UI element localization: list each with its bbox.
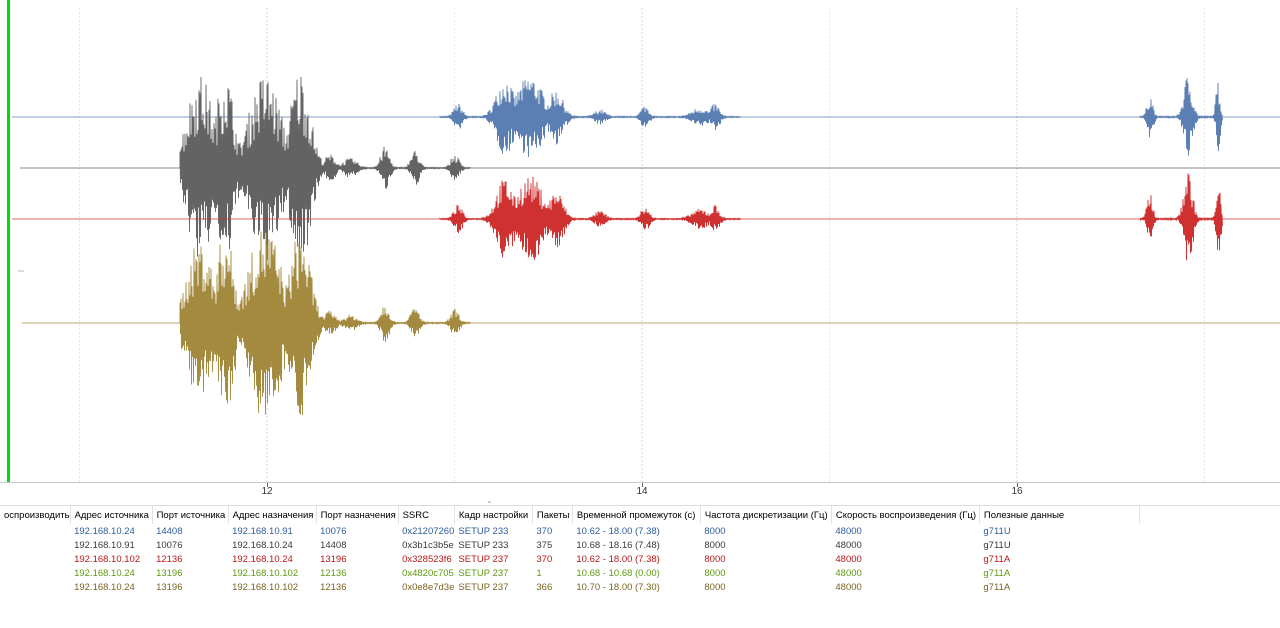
table-cell: g711A <box>983 553 1011 565</box>
stream-table[interactable]: оспроизводить Адрес источника Порт источни… <box>0 505 1280 628</box>
waveform-area[interactable] <box>0 0 1280 482</box>
table-cell: 10.62 - 18.00 (7.38) <box>576 525 660 537</box>
table-cell[interactable] <box>0 538 70 552</box>
time-tick <box>267 483 268 487</box>
time-tick <box>1017 483 1018 487</box>
table-cell: 8000 <box>704 539 726 551</box>
table-cell: 48000 <box>835 567 862 579</box>
table-cell: 10.70 - 18.00 (7.30) <box>576 581 660 593</box>
column-header[interactable]: Адрес назначения <box>228 506 317 524</box>
table-row[interactable]: 192.168.10.102 12136 192.168.10.24 13196 0x3… <box>0 552 1139 566</box>
table-cell: SETUP 233 <box>458 539 509 551</box>
table-cell: 375 <box>536 539 553 551</box>
table-cell: 192.168.10.102 <box>232 581 299 593</box>
table-cell: SETUP 237 <box>458 581 509 593</box>
table-cell: g711A <box>983 567 1011 579</box>
table-row[interactable]: 192.168.10.24 14408 192.168.10.91 10076 0x21… <box>0 524 1139 538</box>
table-cell: 12136 <box>320 581 347 593</box>
time-tick-label: 16 <box>1011 486 1023 497</box>
table-cell: 192.168.10.91 <box>74 539 135 551</box>
sort-caret-icon: ⌃ <box>486 500 493 509</box>
column-header[interactable]: Полезные данные <box>979 506 1140 524</box>
table-cell: 192.168.10.24 <box>74 525 135 537</box>
stream-3-waveform-tail <box>1139 173 1223 261</box>
table-cell[interactable] <box>0 566 70 580</box>
table-cell: 192.168.10.24 <box>232 553 293 565</box>
table-cell: 192.168.10.102 <box>74 553 141 565</box>
playback-cursor <box>7 0 10 482</box>
table-cell: 1 <box>536 567 542 579</box>
stream-2-waveform <box>179 76 471 261</box>
table-cell: 10076 <box>320 525 347 537</box>
table-cell: 13196 <box>156 567 183 579</box>
table-cell: 370 <box>536 553 553 565</box>
table-cell: 192.168.10.24 <box>74 581 135 593</box>
table-cell[interactable] <box>0 580 70 594</box>
table-cell: 370 <box>536 525 553 537</box>
table-cell: SETUP 237 <box>458 567 509 579</box>
table-cell: SETUP 233 <box>458 525 509 537</box>
table-cell: 48000 <box>835 553 862 565</box>
table-row[interactable]: 192.168.10.24 13196 192.168.10.102 12136 0x4… <box>0 566 1139 580</box>
table-cell: 8000 <box>704 567 726 579</box>
table-cell: g711U <box>983 525 1011 537</box>
table-cell[interactable] <box>0 524 70 538</box>
table-cell: 0x21207260 <box>402 525 455 537</box>
table-cell: 12136 <box>320 567 347 579</box>
column-header[interactable]: Временной промежуток (с) <box>572 506 701 524</box>
table-cell: 0x0e8e7d3e <box>402 581 455 593</box>
stream-1-waveform <box>439 80 741 158</box>
table-cell[interactable] <box>0 552 70 566</box>
column-header[interactable]: Скорость воспроизведения (Гц) <box>831 506 980 524</box>
table-cell: 366 <box>536 581 553 593</box>
time-tick-label: 12 <box>261 486 273 497</box>
table-cell: 10.68 - 10.68 (0.00) <box>576 567 660 579</box>
table-cell: 0x4820c705 <box>402 567 454 579</box>
column-header[interactable]: Частота дискретизации (Гц) <box>700 506 832 524</box>
table-cell: SETUP 237 <box>458 553 509 565</box>
column-header[interactable]: Кадр настройки <box>454 506 533 524</box>
table-cell: 0x328523f6 <box>402 553 452 565</box>
table-cell: 14408 <box>156 525 183 537</box>
table-cell: g711A <box>983 581 1011 593</box>
table-cell: 8000 <box>704 581 726 593</box>
table-cell: 10.62 - 18.00 (7.38) <box>576 553 660 565</box>
table-cell: 14408 <box>320 539 347 551</box>
stream-3-waveform <box>439 176 741 260</box>
table-cell: 192.168.10.102 <box>232 567 299 579</box>
table-cell: 12136 <box>156 553 183 565</box>
column-header[interactable]: Пакеты <box>532 506 573 524</box>
time-tick-label: 14 <box>636 486 648 497</box>
table-cell: 48000 <box>835 581 862 593</box>
table-cell: 13196 <box>156 581 183 593</box>
waveform-canvas[interactable] <box>0 0 1280 482</box>
table-cell: 10.68 - 18.16 (7.48) <box>576 539 660 551</box>
table-cell: g711U <box>983 539 1011 551</box>
table-cell: 0x3b1c3b5e <box>402 539 454 551</box>
table-cell: 192.168.10.91 <box>232 525 293 537</box>
column-header[interactable]: оспроизводить <box>0 506 71 524</box>
table-cell: 192.168.10.24 <box>74 567 135 579</box>
column-header[interactable]: SSRC <box>398 506 455 524</box>
table-cell: 48000 <box>835 525 862 537</box>
table-cell: 192.168.10.24 <box>232 539 293 551</box>
column-header[interactable]: Адрес источника <box>70 506 153 524</box>
stream-1-waveform-tail <box>1139 77 1223 156</box>
time-axis: 12 14 16 <box>0 482 1280 505</box>
table-cell: 8000 <box>704 525 726 537</box>
table-header-row: оспроизводить Адрес источника Порт источни… <box>0 506 1140 524</box>
table-row[interactable]: 192.168.10.91 10076 192.168.10.24 14408 0x3b… <box>0 538 1139 552</box>
table-row[interactable]: 192.168.10.24 13196 192.168.10.102 12136 0x0… <box>0 580 1139 594</box>
table-cell: 48000 <box>835 539 862 551</box>
column-header[interactable]: Порт назначения <box>316 506 399 524</box>
time-tick <box>642 483 643 487</box>
table-cell: 10076 <box>156 539 183 551</box>
stream-5-waveform <box>179 231 471 416</box>
table-cell: 8000 <box>704 553 726 565</box>
table-cell: 13196 <box>320 553 347 565</box>
column-header[interactable]: Порт источника <box>152 506 229 524</box>
